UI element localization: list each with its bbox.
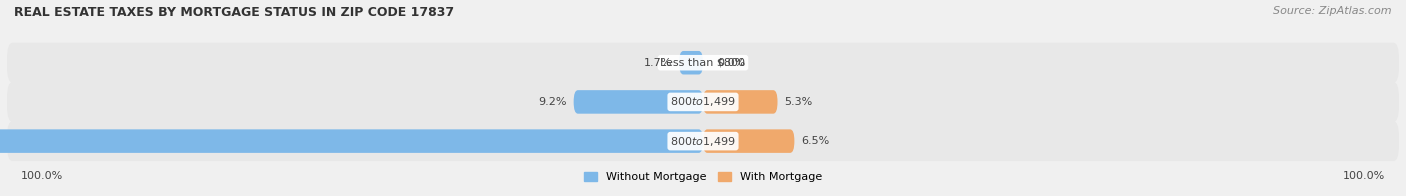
Text: 6.5%: 6.5% [801, 136, 830, 146]
FancyBboxPatch shape [703, 129, 794, 153]
FancyBboxPatch shape [574, 90, 703, 114]
Legend: Without Mortgage, With Mortgage: Without Mortgage, With Mortgage [579, 167, 827, 187]
Text: $800 to $1,499: $800 to $1,499 [671, 95, 735, 108]
Text: 5.3%: 5.3% [785, 97, 813, 107]
FancyBboxPatch shape [7, 43, 1399, 83]
Text: $800 to $1,499: $800 to $1,499 [671, 135, 735, 148]
Text: REAL ESTATE TAXES BY MORTGAGE STATUS IN ZIP CODE 17837: REAL ESTATE TAXES BY MORTGAGE STATUS IN … [14, 6, 454, 19]
FancyBboxPatch shape [7, 82, 1399, 122]
Text: 0.0%: 0.0% [717, 58, 745, 68]
Text: Less than $800: Less than $800 [661, 58, 745, 68]
FancyBboxPatch shape [7, 121, 1399, 161]
FancyBboxPatch shape [679, 51, 703, 74]
Text: 9.2%: 9.2% [538, 97, 567, 107]
Text: 100.0%: 100.0% [21, 171, 63, 181]
Text: Source: ZipAtlas.com: Source: ZipAtlas.com [1274, 6, 1392, 16]
Text: 100.0%: 100.0% [1343, 171, 1385, 181]
Text: 1.7%: 1.7% [644, 58, 672, 68]
FancyBboxPatch shape [703, 90, 778, 114]
FancyBboxPatch shape [0, 129, 703, 153]
